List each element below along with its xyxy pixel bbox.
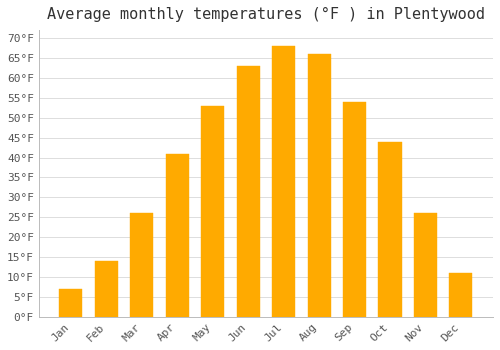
Bar: [60, 289, 82, 317]
Bar: [166, 154, 189, 317]
Bar: [236, 66, 260, 317]
Bar: [308, 54, 330, 317]
Bar: [378, 142, 402, 317]
Bar: [272, 46, 295, 317]
Bar: [343, 102, 366, 317]
Bar: [450, 273, 472, 317]
Title: Average monthly temperatures (°F ) in Plentywood: Average monthly temperatures (°F ) in Pl…: [47, 7, 485, 22]
Bar: [201, 106, 224, 317]
Bar: [414, 213, 437, 317]
Bar: [95, 261, 118, 317]
Bar: [130, 213, 154, 317]
